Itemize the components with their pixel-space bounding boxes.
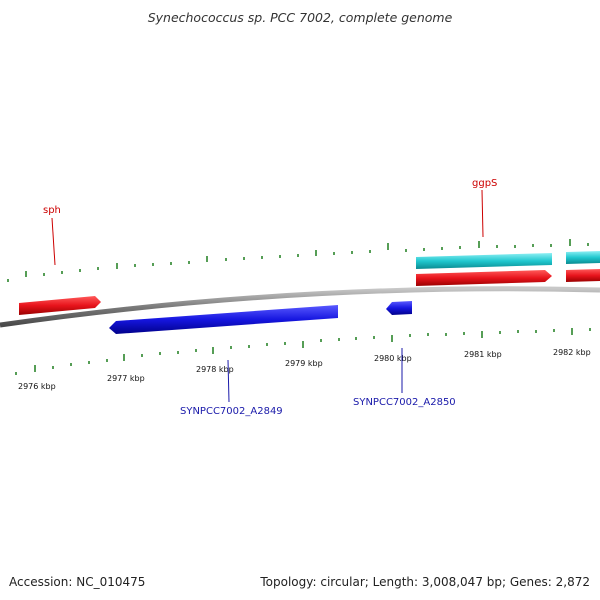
leader-line-ggps	[481, 189, 484, 238]
feature-band-group	[416, 251, 600, 269]
genome-backbone	[0, 286, 600, 328]
gene-arrow-ggps[interactable]	[416, 270, 552, 286]
scale-label: 2979 kbp	[285, 359, 323, 368]
reverse-genes	[109, 301, 412, 334]
leader-line-a2849	[227, 359, 230, 403]
label-leaders	[51, 189, 484, 403]
gene-label-a2849[interactable]: SYNPCC7002_A2849	[180, 406, 283, 417]
scale-label: 2982 kbp	[553, 348, 591, 357]
scale-labels: 2976 kbp 2977 kbp 2978 kbp 2979 kbp 2980…	[18, 348, 591, 391]
scale-label: 2976 kbp	[18, 382, 56, 391]
leader-line-sph	[51, 217, 56, 266]
feature-band[interactable]	[416, 253, 552, 269]
scale-label: 2977 kbp	[107, 374, 145, 383]
genome-title: Synechococcus sp. PCC 7002, complete gen…	[147, 10, 453, 25]
gene-label-sph[interactable]: sph	[43, 205, 61, 216]
forward-genes	[19, 269, 600, 315]
accession-text: Accession: NC_010475	[9, 575, 146, 589]
gene-arrow-a2849[interactable]	[109, 305, 338, 334]
genome-summary-text: Topology: circular; Length: 3,008,047 bp…	[260, 575, 590, 589]
gene-arrow-sph[interactable]	[19, 296, 101, 315]
gene-label-a2850[interactable]: SYNPCC7002_A2850	[353, 397, 456, 408]
scale-label: 2980 kbp	[374, 354, 412, 363]
scale-label: 2978 kbp	[196, 365, 234, 374]
scale-label: 2981 kbp	[464, 350, 502, 359]
gene-label-ggps[interactable]: ggpS	[472, 178, 497, 189]
inner-tick-ring	[15, 328, 591, 375]
gene-arrow-a2850[interactable]	[386, 301, 412, 315]
feature-band[interactable]	[566, 251, 600, 264]
outer-tick-ring	[7, 239, 589, 282]
gene-arrow-forward[interactable]	[566, 269, 600, 282]
gene-labels: sph ggpS SYNPCC7002_A2849 SYNPCC7002_A28…	[43, 178, 497, 417]
